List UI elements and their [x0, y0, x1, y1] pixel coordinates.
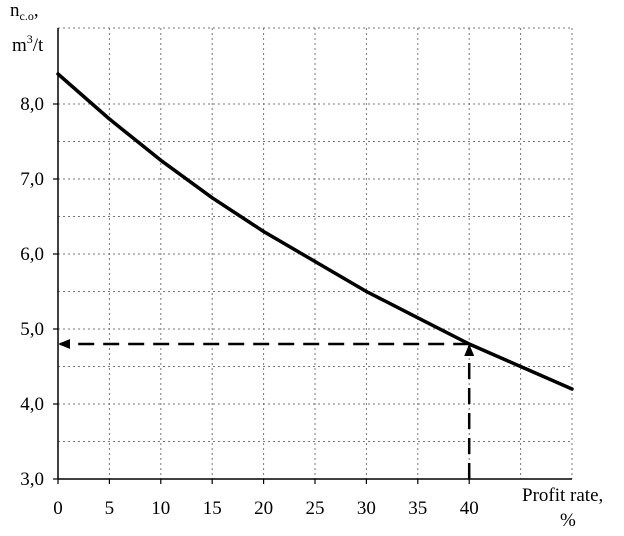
- y-tick-label: 4,0: [20, 394, 44, 415]
- y-tick-label: 3,0: [20, 469, 44, 490]
- x-axis-label: Profit rate,: [522, 485, 604, 506]
- x-tick-label: 35: [408, 498, 427, 519]
- y-axis-label-main: n: [10, 0, 20, 21]
- series-line: [56, 72, 574, 391]
- y-tick-label: 5,0: [20, 319, 44, 340]
- y-axis-unit-post: /t: [32, 35, 44, 56]
- y-tick-label: 6,0: [20, 244, 44, 265]
- x-tick-label: 20: [254, 498, 273, 519]
- y-tick-label: 8,0: [20, 94, 44, 115]
- x-tick-label: 25: [306, 498, 325, 519]
- x-tick-label: 0: [53, 498, 63, 519]
- x-tick-label: 5: [105, 498, 115, 519]
- x-tick-label: 40: [460, 498, 479, 519]
- x-tick-label: 30: [357, 498, 376, 519]
- y-axis-label-comma: ,: [33, 0, 39, 21]
- x-tick-label: 15: [203, 498, 222, 519]
- x-axis-unit: %: [560, 510, 576, 531]
- x-tick-label: 10: [151, 498, 170, 519]
- y-axis-unit: m3/t: [12, 32, 43, 57]
- y-axis-unit-pre: m: [12, 35, 27, 56]
- y-axis-label: nc.o,: [10, 0, 39, 24]
- y-tick-label: 7,0: [20, 169, 44, 190]
- y-axis-label-sub: c.o: [19, 9, 34, 23]
- y-axis-unit-sup: 3: [26, 32, 33, 46]
